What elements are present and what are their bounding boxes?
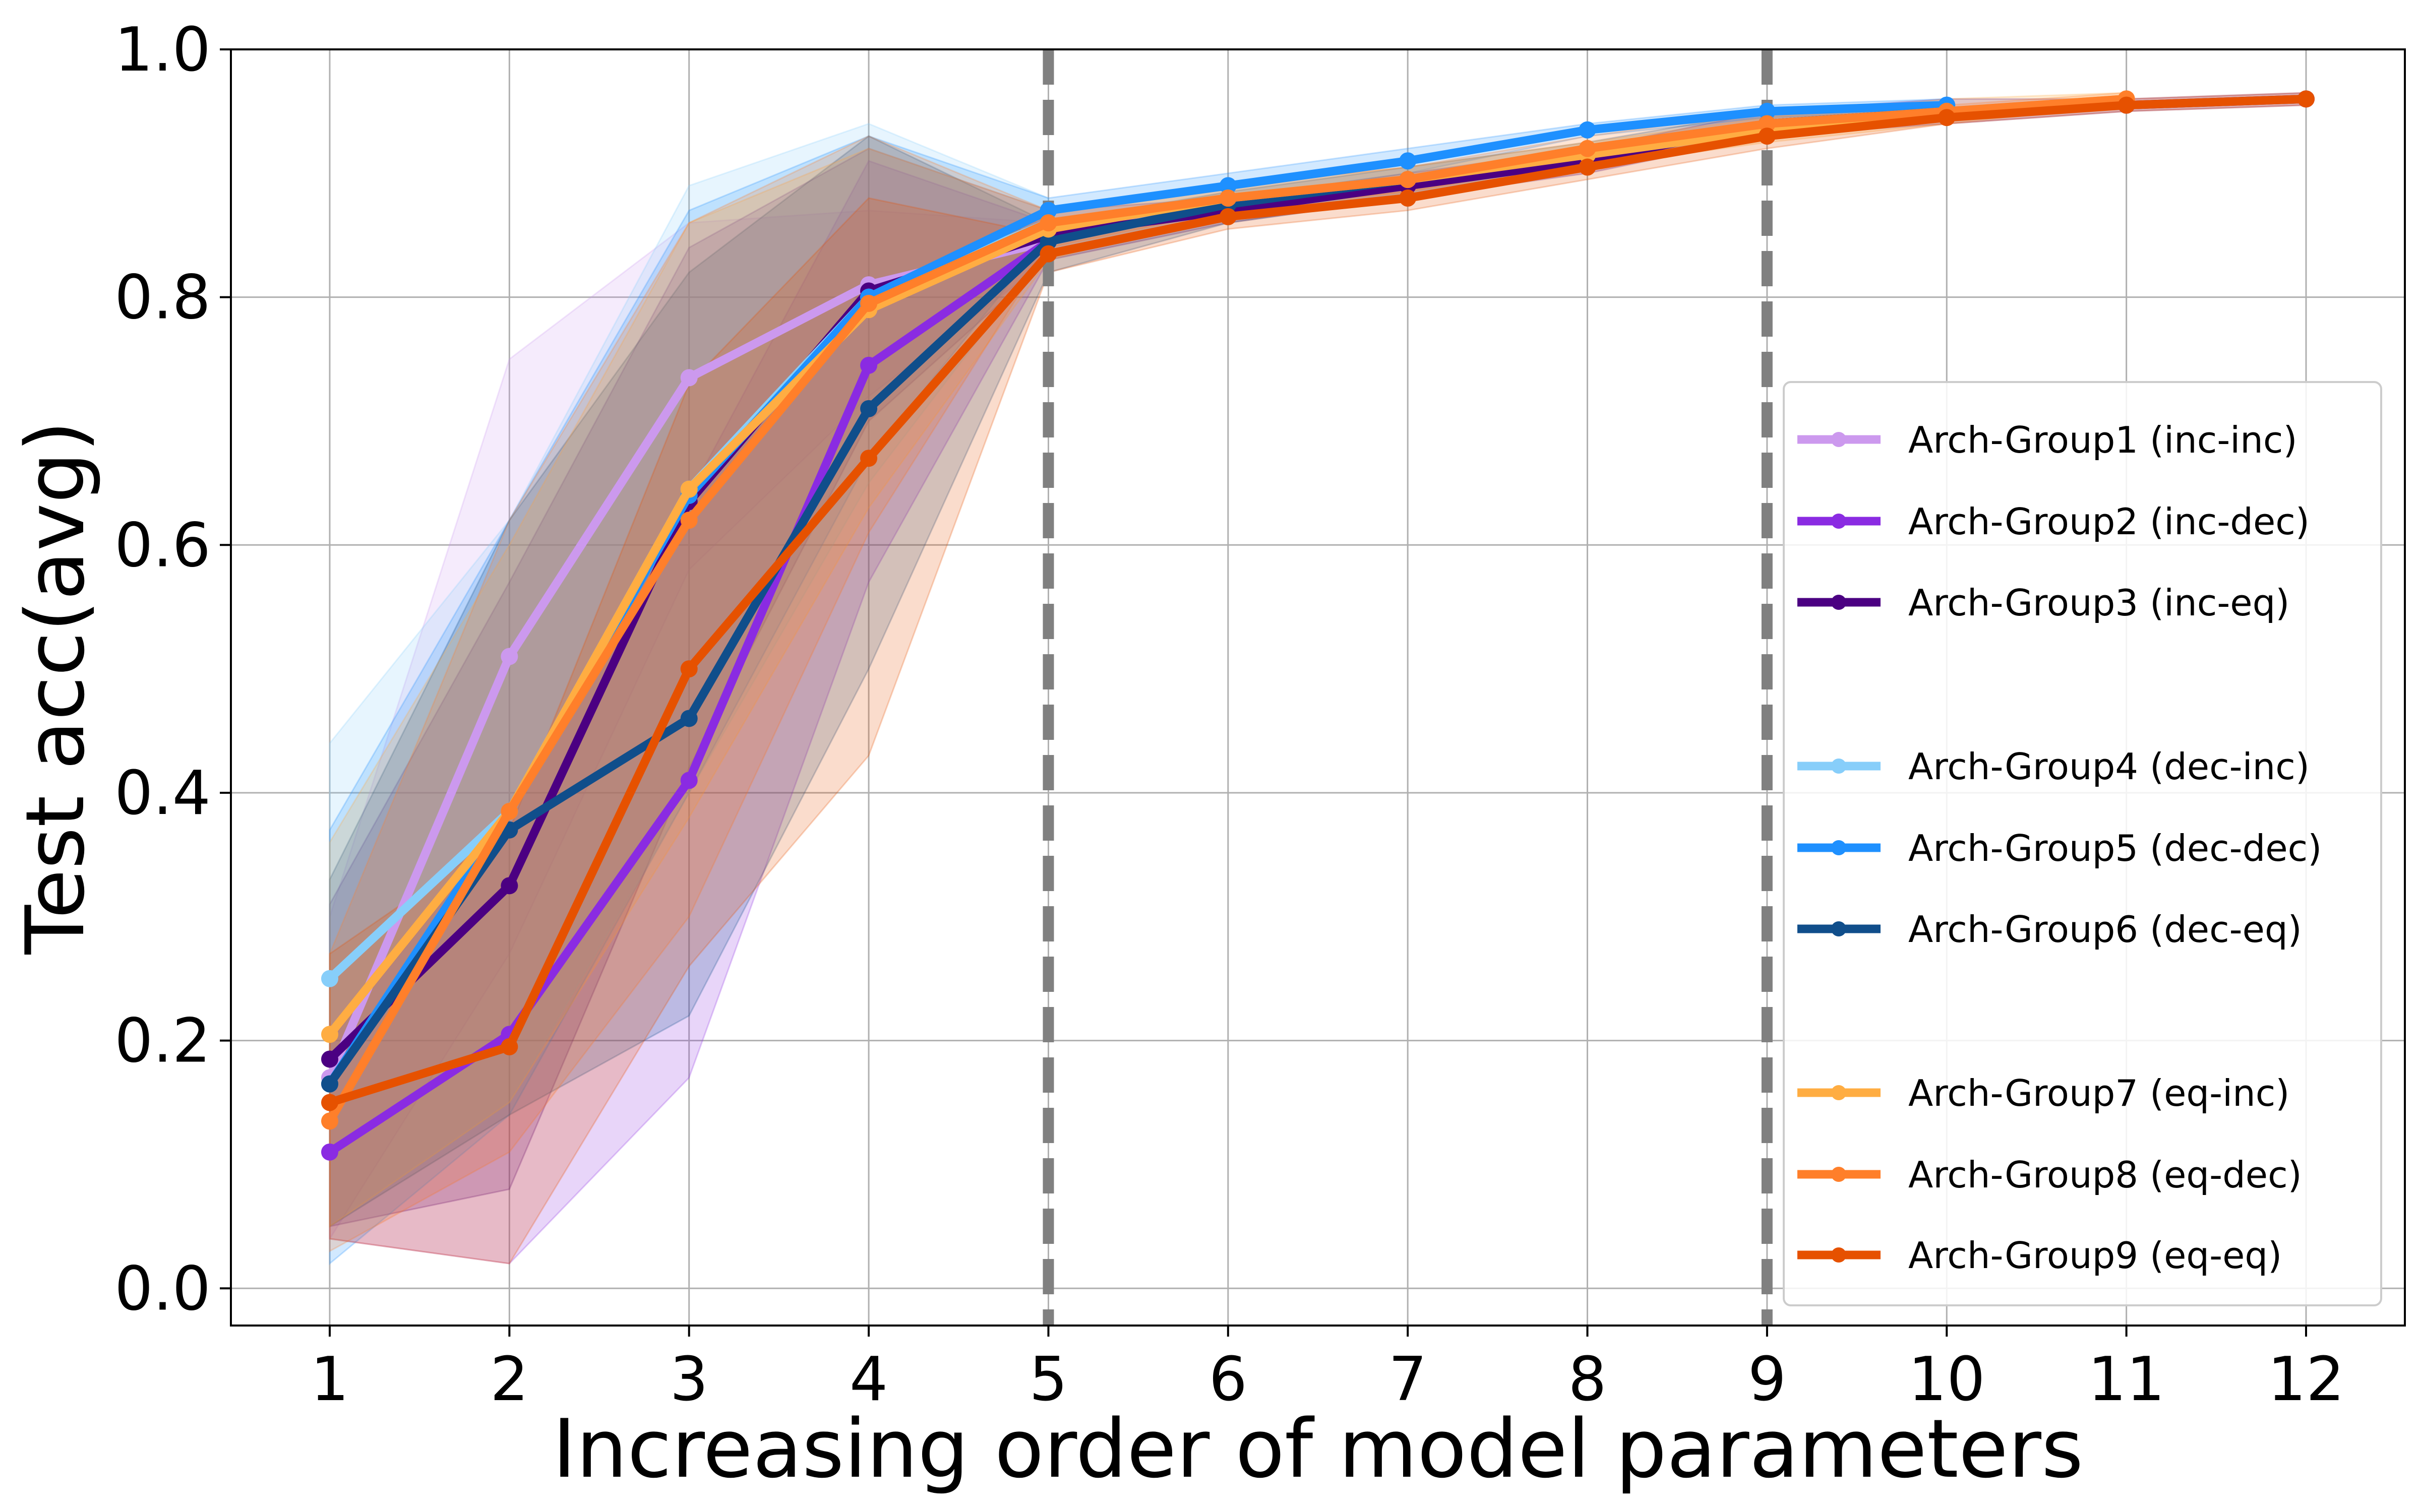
point-series-6-x4 xyxy=(860,400,878,417)
point-series-6-x1 xyxy=(321,1075,338,1093)
legend-label-5: Arch-Group5 (dec-dec) xyxy=(1908,827,2322,869)
point-series-9-x6 xyxy=(1219,208,1237,225)
point-series-4-x1 xyxy=(321,970,338,987)
legend-marker-2 xyxy=(1831,514,1846,529)
x-tick-label-3: 3 xyxy=(670,1345,708,1415)
legend-label-3: Arch-Group3 (inc-eq) xyxy=(1908,582,2289,624)
point-series-5-x9 xyxy=(1758,102,1776,120)
x-tick-label-10: 10 xyxy=(1908,1345,1985,1415)
legend-marker-9 xyxy=(1831,1247,1846,1263)
point-series-5-x7 xyxy=(1399,152,1417,170)
legend-label-4: Arch-Group4 (dec-inc) xyxy=(1908,745,2310,788)
legend-label-7: Arch-Group7 (eq-inc) xyxy=(1908,1072,2289,1114)
x-tick-label-6: 6 xyxy=(1209,1345,1247,1415)
legend-marker-6 xyxy=(1831,921,1846,936)
x-tick-label-11: 11 xyxy=(2088,1345,2165,1415)
line-series-9 xyxy=(325,94,2311,1107)
x-axis-label: Increasing order of model parameters xyxy=(553,1402,2084,1496)
legend-box xyxy=(1783,381,2382,1306)
point-series-3-x2 xyxy=(501,877,518,895)
point-series-9-x3 xyxy=(680,660,698,678)
point-series-1-x3 xyxy=(680,369,698,387)
point-series-5-x6 xyxy=(1219,177,1237,195)
point-series-8-x7 xyxy=(1399,171,1417,188)
point-series-3-x1 xyxy=(321,1050,338,1068)
point-series-8-x1 xyxy=(321,1112,338,1130)
point-series-8-x8 xyxy=(1579,140,1596,157)
point-series-8-x5 xyxy=(1040,214,1057,232)
legend-label-6: Arch-Group6 (dec-eq) xyxy=(1908,908,2302,951)
legend-label-8: Arch-Group8 (eq-dec) xyxy=(1908,1154,2302,1196)
point-series-9-x9 xyxy=(1758,128,1776,145)
plot-frame xyxy=(230,48,2406,1327)
point-series-6-x5 xyxy=(1040,233,1057,250)
point-series-2-x3 xyxy=(680,772,698,789)
point-series-1-x2 xyxy=(501,648,518,665)
legend-label-9: Arch-Group9 (eq-eq) xyxy=(1908,1234,2282,1277)
y-tick-label-5: 1.0 xyxy=(114,15,211,85)
legend: Arch-Group1 (inc-inc) Arch-Group2 (inc-de… xyxy=(1783,381,2382,1306)
axis-ticks: 1 2 3 4 5 6 7 8 9 10 11 120.00.20.40.60.81.0 xyxy=(114,15,2344,1415)
legend-marker-8 xyxy=(1831,1167,1846,1182)
legend-marker-4 xyxy=(1831,759,1846,774)
point-series-9-x8 xyxy=(1579,158,1596,176)
x-tick-label-1: 1 xyxy=(311,1345,349,1415)
point-series-7-x1 xyxy=(321,1026,338,1043)
y-tick-label-4: 0.8 xyxy=(114,263,211,333)
y-tick-label-0: 0.0 xyxy=(114,1254,211,1324)
point-series-9-x4 xyxy=(860,450,878,467)
legend-marker-1 xyxy=(1831,432,1846,447)
x-tick-label-9: 9 xyxy=(1748,1345,1786,1415)
x-tick-label-2: 2 xyxy=(490,1345,528,1415)
point-series-9-x7 xyxy=(1399,189,1417,207)
point-series-9-x10 xyxy=(1938,109,1956,127)
series-lines xyxy=(321,90,2315,1161)
legend-label-2: Arch-Group2 (inc-dec) xyxy=(1908,500,2310,543)
y-axis-label: Test acc(avg) xyxy=(8,420,102,955)
x-tick-label-8: 8 xyxy=(1568,1345,1606,1415)
x-tick-label-7: 7 xyxy=(1388,1345,1427,1415)
legend-marker-5 xyxy=(1831,840,1846,855)
x-tick-label-5: 5 xyxy=(1029,1345,1067,1415)
legend-label-1: Arch-Group1 (inc-inc) xyxy=(1908,419,2297,461)
y-tick-label-3: 0.6 xyxy=(114,511,211,581)
point-series-8-x3 xyxy=(680,512,698,529)
point-series-8-x6 xyxy=(1219,189,1237,207)
y-tick-label-1: 0.2 xyxy=(114,1006,211,1077)
point-series-2-x1 xyxy=(321,1143,338,1161)
point-series-9-x12 xyxy=(2297,90,2315,108)
point-series-9-x5 xyxy=(1040,245,1057,263)
legend-marker-7 xyxy=(1831,1085,1846,1100)
point-series-5-x8 xyxy=(1579,121,1596,139)
point-series-8-x4 xyxy=(860,294,878,312)
point-series-9-x1 xyxy=(321,1094,338,1111)
legend-marker-3 xyxy=(1831,595,1846,610)
point-series-9-x11 xyxy=(2118,96,2135,114)
x-tick-label-12: 12 xyxy=(2268,1345,2345,1415)
y-tick-label-2: 0.4 xyxy=(114,759,211,829)
point-series-2-x4 xyxy=(860,356,878,374)
confidence-bands xyxy=(329,92,2307,1266)
point-series-5-x5 xyxy=(1040,202,1057,219)
point-series-7-x3 xyxy=(680,480,698,498)
point-series-6-x3 xyxy=(680,710,698,727)
point-series-9-x2 xyxy=(501,1038,518,1055)
point-series-8-x2 xyxy=(501,802,518,820)
point-series-8-x9 xyxy=(1758,115,1776,133)
x-tick-label-4: 4 xyxy=(850,1345,888,1415)
